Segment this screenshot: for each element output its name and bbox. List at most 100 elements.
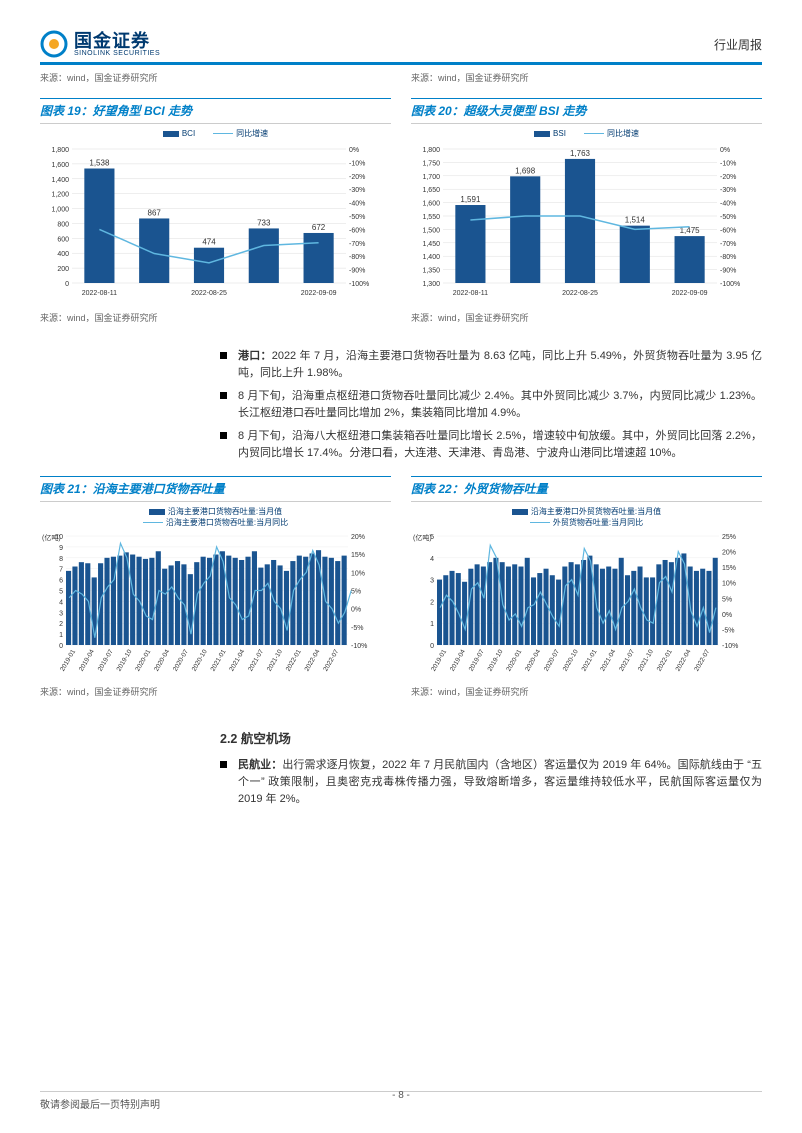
svg-text:2019-10: 2019-10: [116, 648, 134, 672]
svg-text:5%: 5%: [351, 589, 361, 596]
svg-text:1,514: 1,514: [625, 216, 646, 225]
svg-text:-60%: -60%: [349, 227, 365, 234]
svg-text:1,400: 1,400: [422, 254, 440, 261]
svg-text:2019-04: 2019-04: [78, 648, 96, 672]
chart20-title: 图表 20：超级大灵便型 BSI 走势: [411, 104, 586, 118]
bullet-item: 8 月下旬，沿海重点枢纽港口货物吞吐量同比减少 2.4%。其中外贸同比减少 3.…: [220, 388, 762, 422]
svg-text:400: 400: [57, 251, 69, 258]
svg-text:1,700: 1,700: [422, 174, 440, 181]
chart20-legend: BSI 同比增速: [411, 128, 762, 139]
svg-text:-100%: -100%: [349, 281, 369, 288]
svg-text:-90%: -90%: [720, 268, 736, 275]
svg-text:2022-08-11: 2022-08-11: [82, 290, 117, 297]
svg-text:0%: 0%: [722, 612, 732, 619]
page-number: - 8 -: [392, 1090, 410, 1101]
svg-text:2022-09-09: 2022-09-09: [672, 290, 708, 297]
svg-text:25%: 25%: [722, 534, 736, 541]
svg-text:2: 2: [430, 600, 434, 607]
chart-title-bar: 图表 20：超级大灵便型 BSI 走势: [411, 98, 762, 124]
bullet-item: 8 月下旬，沿海八大枢纽港口集装箱吞吐量同比增长 2.5%，增速较中旬放缓。其中…: [220, 428, 762, 462]
svg-text:(亿吨): (亿吨): [42, 533, 61, 542]
svg-text:15%: 15%: [722, 565, 736, 572]
svg-text:1,400: 1,400: [51, 177, 69, 184]
svg-text:10%: 10%: [722, 581, 736, 588]
svg-text:1,450: 1,450: [422, 241, 440, 248]
page-header: 国金证券 SINOLINK SECURITIES 行业周报: [40, 30, 762, 65]
svg-text:1,650: 1,650: [422, 187, 440, 194]
svg-text:2022-04: 2022-04: [304, 648, 322, 672]
svg-text:2022-07: 2022-07: [322, 648, 340, 672]
svg-text:800: 800: [57, 221, 69, 228]
svg-text:5%: 5%: [722, 597, 732, 604]
svg-text:15%: 15%: [351, 552, 365, 559]
svg-text:2020-07: 2020-07: [543, 648, 561, 672]
chart-title-bar: 图表 22：外贸货物吞吐量: [411, 476, 762, 502]
svg-text:1,550: 1,550: [422, 214, 440, 221]
port-bullets: 港口：2022 年 7 月，沿海主要港口货物吞吐量为 8.63 亿吨，同比上升 …: [220, 348, 762, 462]
svg-text:7: 7: [59, 567, 63, 574]
svg-text:2020-10: 2020-10: [562, 648, 580, 672]
svg-text:(亿吨): (亿吨): [413, 533, 432, 542]
svg-text:2019-07: 2019-07: [97, 648, 115, 672]
chart20: 1,3001,3501,4001,4501,5001,5501,6001,650…: [411, 141, 762, 311]
svg-text:2022-01: 2022-01: [656, 648, 674, 672]
svg-text:1,591: 1,591: [460, 195, 481, 204]
svg-text:1,698: 1,698: [515, 166, 536, 175]
svg-text:1: 1: [430, 621, 434, 628]
svg-text:0%: 0%: [349, 147, 359, 154]
svg-text:2022-08-25: 2022-08-25: [562, 290, 598, 297]
svg-text:1,500: 1,500: [422, 227, 440, 234]
svg-text:2020-01: 2020-01: [505, 648, 523, 672]
svg-text:2021-10: 2021-10: [266, 648, 284, 672]
svg-text:10%: 10%: [351, 571, 365, 578]
svg-text:-100%: -100%: [720, 281, 740, 288]
svg-text:-10%: -10%: [349, 160, 365, 167]
svg-text:733: 733: [257, 218, 271, 227]
svg-text:0: 0: [65, 281, 69, 288]
svg-text:0%: 0%: [351, 607, 361, 614]
chart21-legend: 沿海主要港口货物吞吐量:当月值 沿海主要港口货物吞吐量:当月同比: [40, 506, 391, 528]
svg-text:1,300: 1,300: [422, 281, 440, 288]
source-line: 来源：wind，国金证券研究所: [40, 685, 391, 698]
svg-text:2022-07: 2022-07: [693, 648, 711, 672]
svg-text:2019-01: 2019-01: [430, 648, 448, 672]
svg-text:1: 1: [59, 632, 63, 639]
svg-text:-50%: -50%: [349, 214, 365, 221]
svg-text:6: 6: [59, 578, 63, 585]
svg-text:-10%: -10%: [720, 160, 736, 167]
chart19-title: 图表 19：好望角型 BCI 走势: [40, 104, 192, 118]
svg-text:-20%: -20%: [720, 174, 736, 181]
svg-text:2019-07: 2019-07: [468, 648, 486, 672]
svg-text:1,350: 1,350: [422, 268, 440, 275]
section-2-2-heading: 2.2 航空机场: [220, 728, 762, 747]
svg-text:1,763: 1,763: [570, 149, 591, 158]
svg-text:2020-04: 2020-04: [153, 648, 171, 672]
source-line: 来源：wind，国金证券研究所: [411, 685, 762, 698]
svg-text:-80%: -80%: [720, 254, 736, 261]
svg-text:2022-08-25: 2022-08-25: [191, 290, 227, 297]
svg-text:2019-01: 2019-01: [59, 648, 77, 672]
source-line: 来源：wind，国金证券研究所: [40, 311, 391, 324]
svg-text:200: 200: [57, 266, 69, 273]
svg-text:2021-04: 2021-04: [228, 648, 246, 672]
page-footer: 敬请参阅最后一页特别声明 - 8 -: [40, 1091, 762, 1111]
svg-text:-10%: -10%: [722, 643, 738, 650]
company-name-en: SINOLINK SECURITIES: [74, 50, 160, 57]
svg-text:-5%: -5%: [351, 625, 363, 632]
bullet-item: 民航业：出行需求逐月恢复，2022 年 7 月民航国内（含地区）客运量仅为 20…: [220, 757, 762, 808]
svg-text:2020-04: 2020-04: [524, 648, 542, 672]
svg-text:1,800: 1,800: [422, 147, 440, 154]
chart-title-bar: 图表 21：沿海主要港口货物吞吐量: [40, 476, 391, 502]
svg-text:0: 0: [59, 643, 63, 650]
svg-text:2021-07: 2021-07: [247, 648, 265, 672]
svg-text:2022-09-09: 2022-09-09: [301, 290, 337, 297]
svg-text:2021-01: 2021-01: [581, 648, 599, 672]
svg-text:-5%: -5%: [722, 628, 734, 635]
svg-text:4: 4: [59, 600, 63, 607]
chart19-legend: BCI 同比增速: [40, 128, 391, 139]
chart-title-bar: 图表 19：好望角型 BCI 走势: [40, 98, 391, 124]
svg-text:2022-08-11: 2022-08-11: [453, 290, 488, 297]
svg-text:474: 474: [202, 238, 216, 247]
svg-text:3: 3: [430, 578, 434, 585]
svg-text:672: 672: [312, 223, 326, 232]
